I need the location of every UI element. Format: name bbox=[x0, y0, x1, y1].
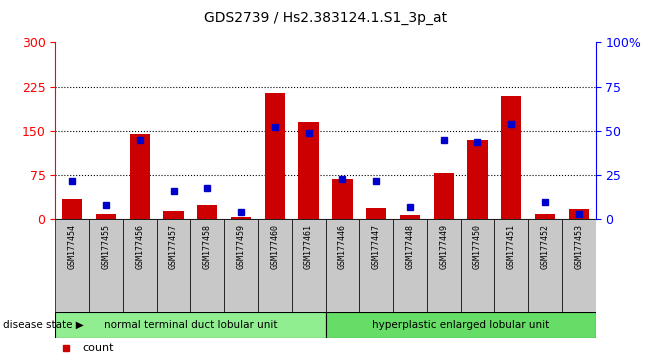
Bar bbox=[400, 215, 420, 219]
Bar bbox=[427, 219, 461, 312]
Bar bbox=[197, 205, 217, 219]
Bar bbox=[163, 211, 184, 219]
Bar bbox=[467, 140, 488, 219]
Bar bbox=[191, 219, 224, 312]
Text: GSM177460: GSM177460 bbox=[270, 224, 279, 269]
Bar bbox=[326, 312, 596, 338]
Text: count: count bbox=[82, 343, 114, 353]
Bar bbox=[258, 219, 292, 312]
Bar bbox=[55, 312, 325, 338]
Bar bbox=[157, 219, 191, 312]
Bar bbox=[569, 209, 589, 219]
Bar bbox=[501, 96, 521, 219]
Text: normal terminal duct lobular unit: normal terminal duct lobular unit bbox=[104, 320, 277, 330]
Text: GSM177459: GSM177459 bbox=[236, 224, 245, 269]
Text: GSM177461: GSM177461 bbox=[304, 224, 313, 269]
Text: hyperplastic enlarged lobular unit: hyperplastic enlarged lobular unit bbox=[372, 320, 549, 330]
Bar bbox=[89, 219, 123, 312]
Bar bbox=[461, 219, 494, 312]
Bar bbox=[562, 219, 596, 312]
Text: GSM177448: GSM177448 bbox=[406, 224, 415, 269]
Text: disease state ▶: disease state ▶ bbox=[3, 320, 84, 330]
Bar bbox=[130, 134, 150, 219]
Text: GSM177455: GSM177455 bbox=[102, 224, 111, 269]
Text: GSM177457: GSM177457 bbox=[169, 224, 178, 269]
Text: GSM177446: GSM177446 bbox=[338, 224, 347, 269]
Bar bbox=[62, 199, 82, 219]
Bar bbox=[535, 213, 555, 219]
Text: GSM177449: GSM177449 bbox=[439, 224, 448, 269]
Text: GSM177454: GSM177454 bbox=[68, 224, 77, 269]
Bar bbox=[434, 173, 454, 219]
Bar bbox=[359, 219, 393, 312]
Bar bbox=[332, 179, 353, 219]
Bar bbox=[231, 217, 251, 219]
Text: GSM177451: GSM177451 bbox=[506, 224, 516, 269]
Bar bbox=[528, 219, 562, 312]
Text: GSM177450: GSM177450 bbox=[473, 224, 482, 269]
Bar bbox=[393, 219, 427, 312]
Text: GSM177447: GSM177447 bbox=[372, 224, 381, 269]
Bar bbox=[224, 219, 258, 312]
Bar bbox=[123, 219, 157, 312]
Bar bbox=[265, 93, 285, 219]
Bar bbox=[299, 122, 319, 219]
Bar bbox=[292, 219, 326, 312]
Bar bbox=[55, 219, 89, 312]
Bar bbox=[494, 219, 528, 312]
Bar bbox=[366, 208, 386, 219]
Text: GSM177452: GSM177452 bbox=[540, 224, 549, 269]
Text: GSM177456: GSM177456 bbox=[135, 224, 145, 269]
Text: GSM177453: GSM177453 bbox=[574, 224, 583, 269]
Bar bbox=[326, 219, 359, 312]
Text: GDS2739 / Hs2.383124.1.S1_3p_at: GDS2739 / Hs2.383124.1.S1_3p_at bbox=[204, 11, 447, 25]
Text: GSM177458: GSM177458 bbox=[203, 224, 212, 269]
Bar bbox=[96, 213, 116, 219]
